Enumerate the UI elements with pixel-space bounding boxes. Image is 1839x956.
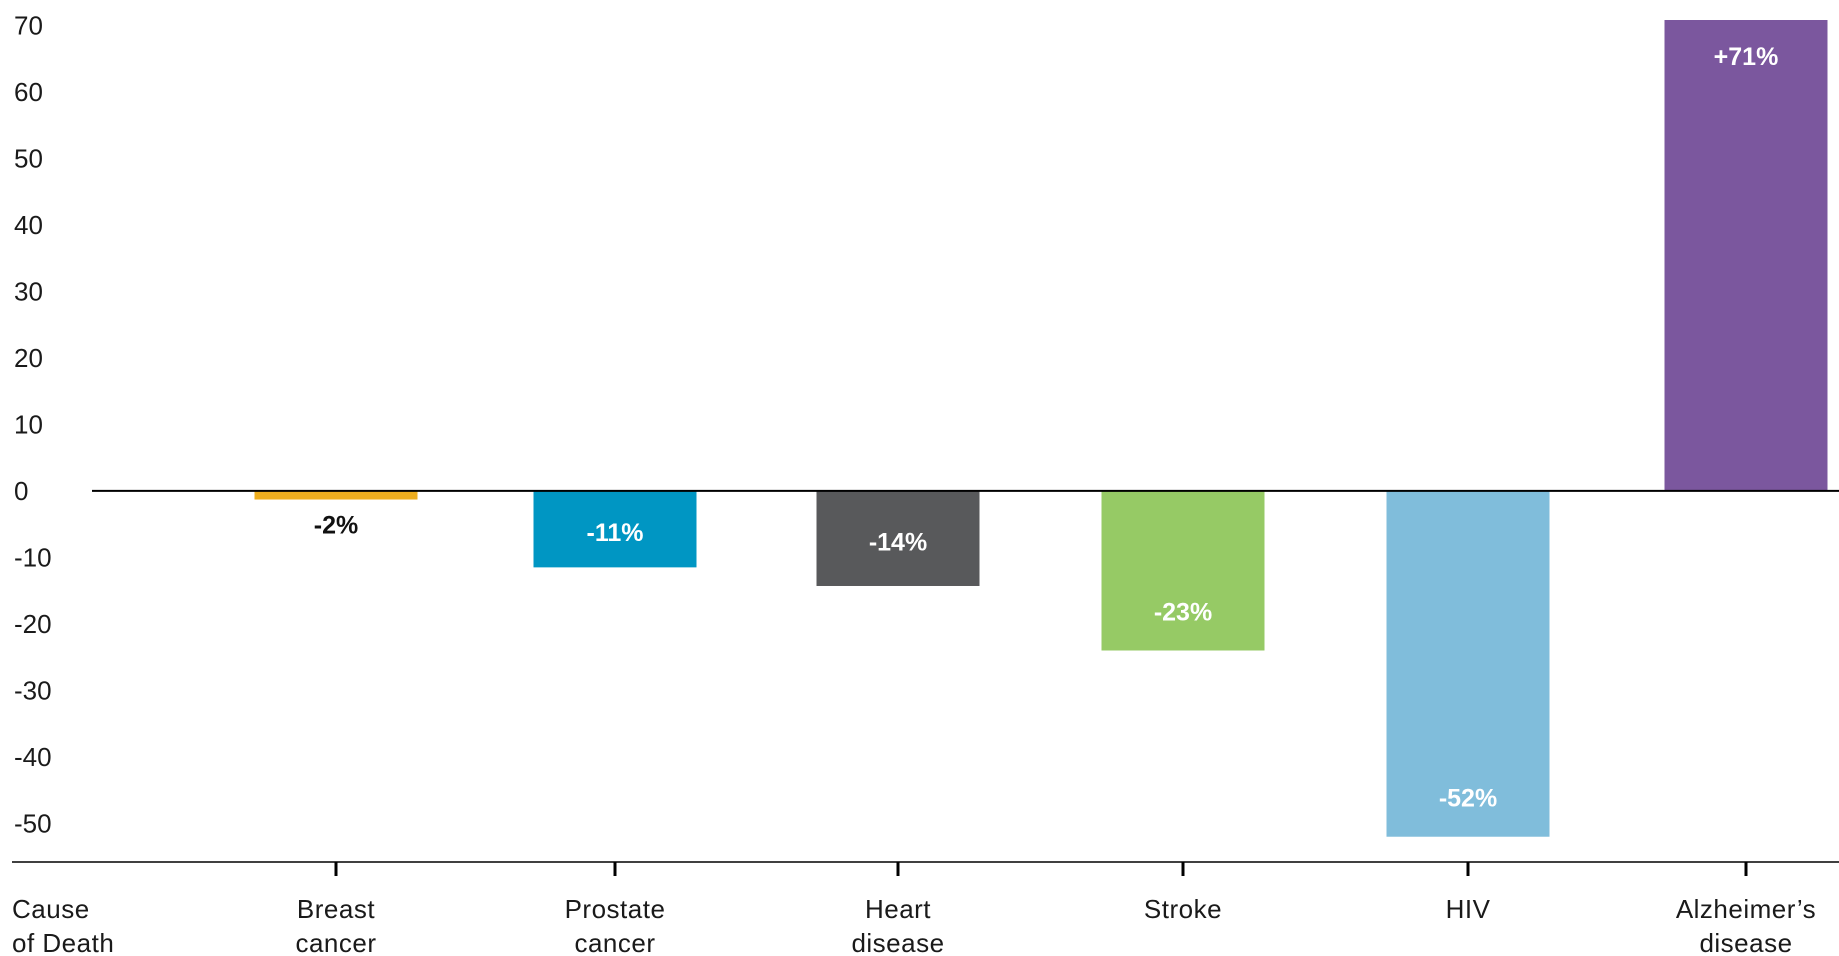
x-tick-label-line: Heart xyxy=(865,894,931,924)
x-tick-label-line: Breast xyxy=(297,894,375,924)
y-tick-label: 40 xyxy=(14,210,43,240)
x-axis-header-line-1: Cause xyxy=(12,894,90,924)
bar-value-label: -52% xyxy=(1439,785,1497,813)
bar xyxy=(254,490,418,500)
y-axis-ticks: 70 60 50 40 30 20 10 0 -10 -20 -30 -40 -50 xyxy=(14,10,52,838)
y-tick-label: 10 xyxy=(14,409,43,439)
bar-value-label: -23% xyxy=(1154,599,1212,627)
bar xyxy=(1101,490,1265,651)
y-tick-label: 30 xyxy=(14,276,43,306)
bar xyxy=(1386,490,1550,837)
x-tick-label-line: Stroke xyxy=(1144,894,1222,924)
bar xyxy=(816,490,980,586)
bar-value-label: -14% xyxy=(869,528,927,556)
x-tick-label-line: cancer xyxy=(574,928,655,956)
y-tick-label: -50 xyxy=(14,808,52,838)
y-tick-label: -20 xyxy=(14,609,52,639)
bar xyxy=(533,490,697,568)
bar xyxy=(1664,20,1828,491)
y-tick-label: 70 xyxy=(14,10,43,40)
x-tick-label-line: disease xyxy=(1699,928,1792,956)
x-tick-label: Heart disease xyxy=(851,894,944,956)
x-axis-header-line-2: of Death xyxy=(12,928,114,956)
x-tick-label-line: cancer xyxy=(295,928,376,956)
x-tick-label-line: Alzheimer’s xyxy=(1676,894,1816,924)
x-axis-header: Cause of Death xyxy=(12,894,114,956)
x-tick-label: Stroke xyxy=(1144,894,1222,924)
x-tick-label: Prostate cancer xyxy=(565,894,666,956)
x-tick-label-line: HIV xyxy=(1446,894,1491,924)
x-tick-label-line: disease xyxy=(851,928,944,956)
y-tick-label: 0 xyxy=(14,476,28,506)
y-tick-label: -10 xyxy=(14,542,52,572)
y-tick-label: 50 xyxy=(14,143,43,173)
bars xyxy=(254,20,1828,837)
x-tick-label-line: Prostate xyxy=(565,894,666,924)
x-axis-ticks xyxy=(334,862,1748,876)
y-tick-label: 60 xyxy=(14,77,43,107)
y-tick-label: 20 xyxy=(14,343,43,373)
data-labels: -2% -11% -14% -23% -52% +71% xyxy=(314,43,1779,813)
y-tick-label: -40 xyxy=(14,742,52,772)
bar-value-label: -11% xyxy=(587,519,644,547)
x-tick-label: Breast cancer xyxy=(295,894,376,956)
x-tick-label: Alzheimer’s disease xyxy=(1676,894,1816,956)
bar-value-label: -2% xyxy=(314,512,358,540)
y-tick-label: -30 xyxy=(14,675,52,705)
bar-value-label: +71% xyxy=(1714,43,1779,71)
x-tick-label: HIV xyxy=(1446,894,1491,924)
x-axis-labels: Cause of Death Breast cancer Prostate cance… xyxy=(12,894,1816,956)
